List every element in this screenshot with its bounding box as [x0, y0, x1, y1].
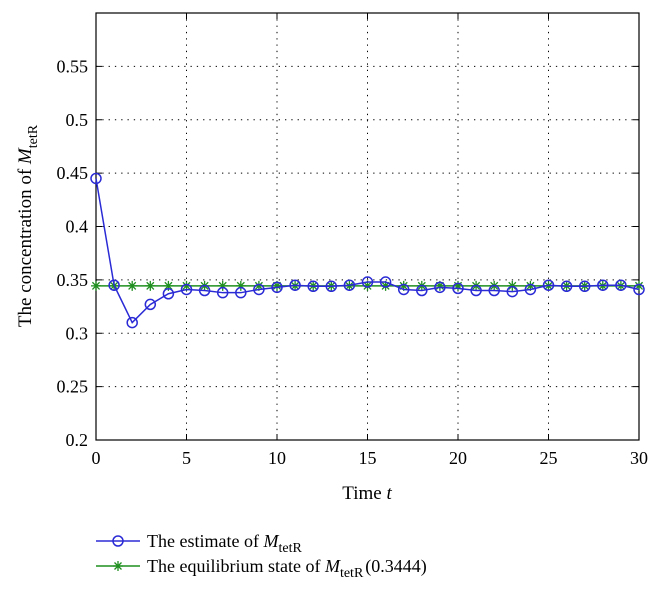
data-point: [507, 280, 518, 291]
y-tick-label: 0.3: [66, 323, 89, 343]
data-point: [434, 281, 446, 294]
data-point: [542, 279, 555, 291]
data-point: [144, 298, 157, 311]
data-point: [145, 280, 156, 291]
data-point: [253, 283, 265, 296]
y-tick-label: 0.25: [57, 377, 89, 397]
y-tick-label: 0.55: [57, 56, 89, 76]
data-point: [289, 279, 301, 291]
data-point: [272, 280, 282, 291]
data-point: [597, 279, 609, 291]
data-point: [127, 280, 138, 291]
data-point: [615, 279, 627, 291]
x-tick-label: 30: [630, 448, 648, 468]
data-point: [634, 280, 644, 291]
data-point: [235, 286, 247, 299]
x-tick-label: 10: [268, 448, 286, 468]
data-point: [633, 283, 645, 296]
x-tick-label: 0: [92, 448, 101, 468]
data-point: [361, 276, 374, 288]
data-point: [524, 283, 537, 296]
legend: The estimate of MtetR The equilibrium st…: [96, 531, 427, 581]
data-point: [217, 280, 228, 291]
data-point: [162, 288, 175, 300]
data-point: [108, 279, 120, 291]
data-point: [560, 280, 573, 293]
data-point: [434, 280, 445, 291]
y-tick-label: 0.5: [66, 110, 89, 130]
x-tick-label: 25: [540, 448, 558, 468]
data-point: [253, 280, 264, 291]
data-point: [398, 280, 409, 291]
data-point: [90, 172, 102, 185]
data-point: [343, 279, 356, 291]
data-point: [379, 276, 392, 288]
grid-lines: [96, 13, 639, 440]
data-point: [397, 283, 410, 296]
data-point: [578, 280, 591, 293]
series-line: [95, 178, 640, 324]
legend-entry-equilibrium: The equilibrium state of MtetR (0.3444): [96, 556, 427, 581]
data-point: [126, 316, 138, 329]
x-tick-label: 5: [182, 448, 191, 468]
axis-ticks: 0 5 10 15 20 25 30 0.2 0.25 0.3 0.35 0.4 0.45 0.5 0.55: [57, 13, 648, 468]
data-point: [198, 284, 211, 297]
y-axis-label: The concentration of MtetR: [15, 124, 41, 327]
legend-label-estimate: The estimate of MtetR: [147, 531, 302, 556]
data-point: [91, 280, 101, 291]
legend-label-equilibrium: The equilibrium state of MtetR (0.3444): [147, 556, 427, 581]
legend-entry-estimate: The estimate of MtetR: [96, 531, 302, 556]
data-point: [271, 281, 283, 294]
data-point: [362, 280, 373, 291]
data-point: [235, 280, 246, 291]
data-point: [307, 280, 319, 293]
series-layer: [90, 172, 645, 329]
y-tick-label: 0.2: [66, 430, 89, 450]
data-point: [452, 282, 464, 295]
y-tick-label: 0.45: [57, 163, 89, 183]
data-point: [216, 286, 229, 299]
data-point: [506, 285, 519, 298]
data-point: [416, 284, 428, 297]
legend-marker-star: [113, 561, 123, 571]
y-tick-label: 0.4: [66, 217, 89, 237]
data-point: [163, 280, 174, 291]
x-tick-label: 15: [359, 448, 377, 468]
data-point: [470, 284, 482, 297]
data-point: [181, 280, 192, 291]
data-point: [453, 280, 463, 291]
data-point: [180, 283, 193, 296]
data-point: [488, 284, 500, 297]
data-point: [380, 280, 391, 291]
data-point: [325, 280, 338, 293]
x-axis-label: Time t: [342, 483, 392, 504]
x-tick-label: 20: [449, 448, 467, 468]
series-estimate: [90, 172, 645, 329]
data-point: [525, 280, 536, 291]
y-tick-label: 0.35: [57, 270, 89, 290]
legend-marker-circle: [112, 535, 124, 547]
